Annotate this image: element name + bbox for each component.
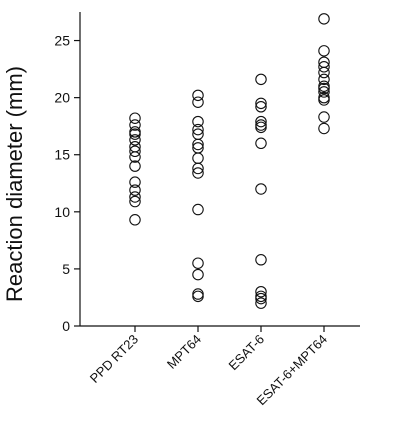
data-point	[129, 195, 141, 208]
data-point	[255, 121, 267, 134]
y-tick-label: 20	[54, 90, 70, 106]
data-point	[255, 292, 267, 305]
data-point	[255, 285, 267, 298]
data-point	[318, 111, 330, 123]
y-tick-label: 25	[54, 33, 70, 49]
data-point	[192, 167, 204, 179]
data-point	[318, 82, 330, 95]
y-axis: 0 5 10 15 20 25	[54, 12, 81, 334]
data-points	[129, 13, 330, 309]
data-point	[192, 290, 204, 303]
data-point	[255, 73, 267, 86]
data-point	[318, 73, 330, 86]
data-point	[255, 137, 267, 150]
data-point	[255, 297, 267, 309]
data-point	[192, 203, 204, 216]
data-point	[255, 254, 267, 266]
data-point	[192, 268, 204, 281]
data-point	[192, 89, 204, 102]
data-point	[192, 257, 204, 269]
data-point	[192, 123, 204, 136]
data-point	[318, 45, 330, 57]
data-point	[129, 151, 141, 163]
data-point	[192, 162, 204, 175]
data-point	[192, 138, 204, 151]
data-point	[318, 86, 330, 98]
y-tick-label: 0	[62, 318, 70, 334]
data-point	[255, 115, 267, 128]
data-point	[129, 191, 141, 203]
data-point	[192, 288, 204, 300]
data-point	[129, 145, 141, 158]
data-point	[318, 13, 330, 25]
y-tick-label: 15	[54, 147, 70, 163]
data-point	[318, 66, 330, 79]
data-point	[129, 160, 141, 172]
data-point	[318, 56, 330, 68]
data-point	[255, 101, 267, 113]
data-point	[129, 140, 141, 153]
data-point	[129, 134, 141, 146]
y-axis-label: Reaction diameter (mm)	[2, 66, 27, 302]
data-point	[129, 128, 141, 140]
data-point	[318, 122, 330, 135]
data-point	[192, 115, 204, 128]
data-point	[318, 61, 330, 73]
data-point	[318, 94, 330, 106]
x-tick-label: PPD RT23	[87, 332, 141, 386]
data-point	[129, 119, 141, 131]
data-point	[129, 112, 141, 124]
data-point	[255, 183, 267, 195]
x-tick-label: ESAT-6	[226, 332, 268, 374]
data-point	[129, 214, 141, 226]
y-tick-label: 5	[62, 261, 70, 277]
y-tick-label: 10	[54, 204, 70, 220]
x-tick-label: MPT64	[164, 332, 204, 372]
data-point	[255, 97, 267, 110]
data-point	[192, 96, 204, 108]
data-point	[192, 152, 204, 164]
data-point	[192, 128, 204, 140]
data-point	[129, 184, 141, 196]
data-point	[129, 176, 141, 188]
